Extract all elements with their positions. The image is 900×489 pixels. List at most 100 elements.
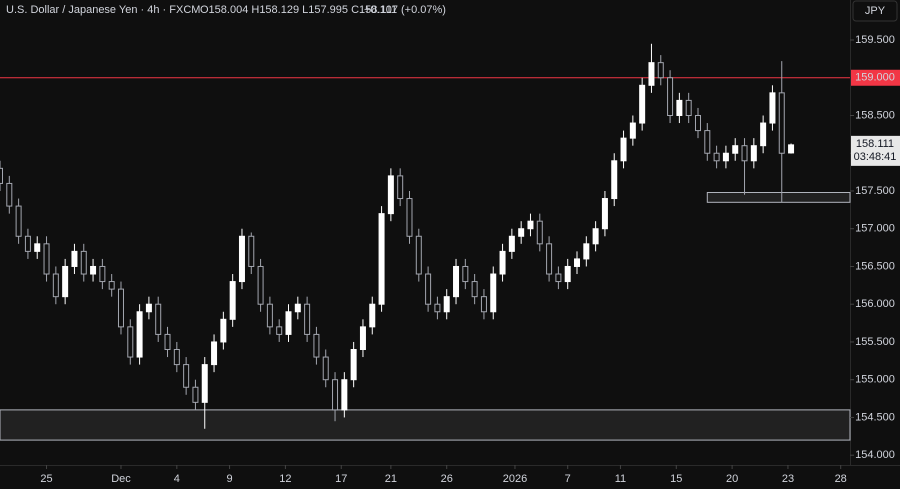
x-tick-label: 9 [226,473,232,485]
y-tick-label: 154.500 [855,411,895,423]
candle-body [80,250,87,275]
candle-body [750,145,757,162]
candle-body [369,303,376,328]
last-price-label: 158.111 [856,138,894,150]
candle-body [71,250,78,267]
chart-header: U.S. Dollar / Japanese Yen · 4h · FXCM [6,4,200,16]
candle-body [462,265,469,283]
candle-body [425,273,432,305]
candle-body [201,364,208,403]
candle-body [183,364,190,388]
countdown-label: 03:48:41 [854,151,897,163]
level-label-box [851,69,900,86]
candle-body [406,198,413,237]
candle-body [639,84,646,124]
candle-body [34,243,41,252]
x-tick-label: 17 [335,473,347,485]
candle-body [294,303,301,313]
candle-body [629,122,636,139]
candle-body [173,349,180,366]
candle-body [676,99,683,116]
candle-body [685,99,692,116]
y-tick-label: 154.000 [855,449,895,461]
candle-body [583,243,590,260]
candle-body [546,243,553,275]
candle-body [220,318,227,343]
header-change: +0.107 (+0.07%) [364,4,446,16]
currency-label[interactable]: JPY [865,5,886,17]
y-tick-label: 155.500 [855,336,895,348]
zone [706,191,851,203]
x-tick-label: 2026 [503,473,527,485]
candle-body [415,235,422,275]
candle-body [490,273,497,313]
x-tick-label: 21 [385,473,397,485]
candle-body [574,258,581,267]
candle-body [527,220,534,230]
candle-body [713,152,720,162]
candle-body [667,77,674,116]
x-tick-label: Dec [111,473,131,485]
x-tick-label: 23 [782,473,794,485]
candle-body [620,137,627,162]
candle-body [592,228,599,245]
candle-body [164,333,171,351]
candle-body [108,281,115,290]
candle-body [229,281,236,320]
x-tick-label: 7 [565,473,571,485]
candle-body [248,235,255,267]
candle-body [90,265,97,275]
candle-body [769,92,776,124]
candle-body [471,281,478,298]
zone [0,409,851,441]
candle-body [555,273,562,283]
candle-body [788,144,795,154]
candle-body [127,326,134,358]
candle-body [378,213,385,305]
candle-body [434,303,441,313]
candle-body [238,235,245,283]
candle-body [155,303,162,335]
y-tick-label: 159.500 [855,34,895,46]
level-label: 159.000 [855,72,895,84]
x-tick-label: 20 [726,473,738,485]
candle-body [285,311,292,335]
candle-body [387,175,394,215]
candle-body [24,235,31,252]
candle-body [6,182,13,207]
x-tick-label: 11 [615,473,626,485]
candle-body [704,130,711,154]
candle-body [778,92,785,154]
header-ohlc: O158.004 H158.129 L157.995 C158.111 [200,4,397,16]
candle-body [536,220,543,245]
candle-body [99,265,106,283]
plot [0,43,851,441]
candle-body [564,265,571,283]
candle-body [0,167,3,184]
x-tick-label: 26 [441,473,453,485]
candle-body [43,243,50,275]
x-tick-label: 15 [670,473,682,485]
candle-body [722,152,729,162]
currency-button[interactable] [852,0,898,22]
candle-body [350,349,357,381]
candle-body [62,265,69,298]
candle-body [601,198,608,230]
candle-body [145,303,152,313]
y-tick-label: 157.000 [855,223,895,235]
candle-body [52,273,59,298]
y-tick-label: 156.500 [855,260,895,272]
candle-body [760,122,767,147]
candle-body [611,160,618,200]
x-tick-label: 25 [40,473,52,485]
candle-body [136,311,143,358]
candle-body [359,326,366,351]
last-price-box [851,135,900,166]
candle-body [443,296,450,313]
candle-body [332,379,339,411]
candle-body [192,386,199,403]
y-tick-label: 156.000 [855,298,895,310]
candle-body [117,288,124,328]
